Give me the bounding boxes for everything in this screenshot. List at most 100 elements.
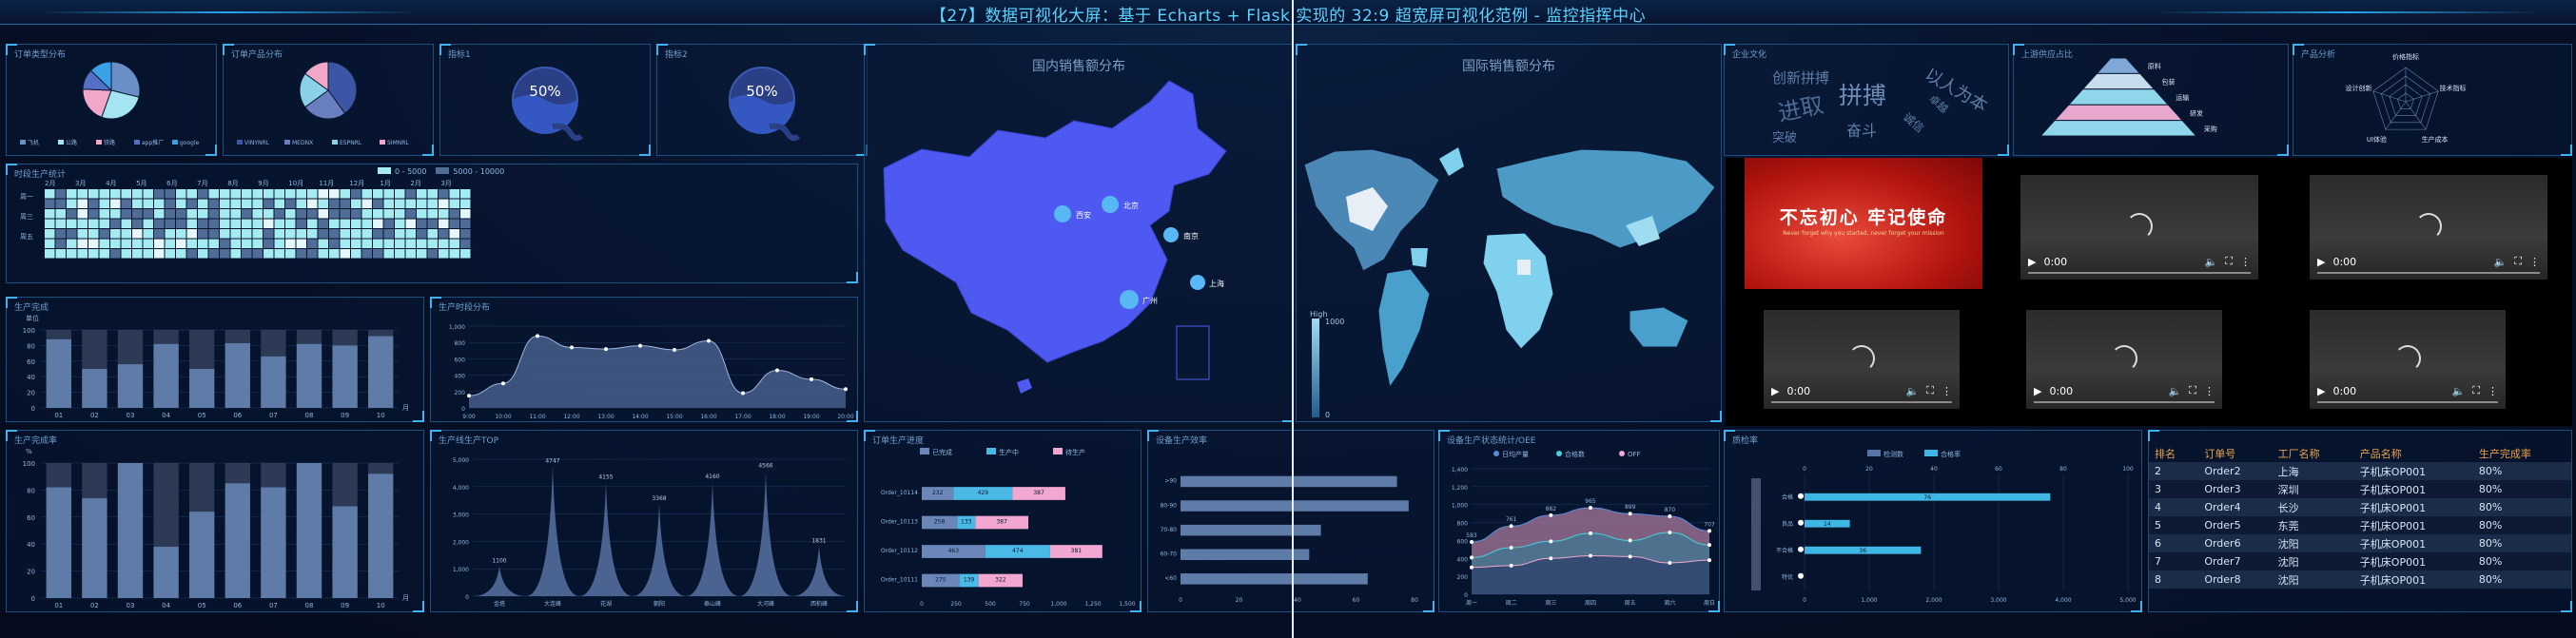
africa-highlight-shape[interactable] — [1517, 260, 1531, 275]
heatmap-cell[interactable] — [274, 199, 285, 209]
play-icon[interactable]: ▶ — [2317, 384, 2326, 397]
heatmap-cell[interactable] — [351, 239, 361, 249]
pie-slice[interactable] — [110, 61, 141, 98]
heatmap-cell[interactable] — [186, 199, 198, 209]
heatmap-cell[interactable] — [383, 199, 395, 209]
data-point[interactable] — [673, 347, 676, 352]
heatmap-cell[interactable] — [88, 239, 99, 249]
table-row[interactable]: 5 Order5 东莞 子机床OP001 80% — [2149, 516, 2571, 534]
world-map[interactable]: High 1000 0 — [1297, 45, 1723, 423]
heatmap-cell[interactable] — [121, 219, 132, 229]
heatmap-cell[interactable] — [154, 239, 165, 249]
heatmap-cell[interactable] — [110, 189, 121, 199]
stacked-bar-segment[interactable] — [975, 515, 1029, 530]
heatmap-cell[interactable] — [99, 239, 110, 249]
heatmap-cell[interactable] — [427, 249, 439, 259]
heatmap-cell[interactable] — [340, 239, 351, 249]
heatmap-cell[interactable] — [439, 189, 449, 199]
bar[interactable] — [1181, 500, 1409, 512]
video-progress-bar[interactable] — [2317, 272, 2540, 274]
bar[interactable] — [332, 506, 358, 598]
heatmap-cell[interactable] — [77, 219, 88, 229]
bar[interactable] — [1805, 519, 1850, 528]
heatmap-cell[interactable] — [383, 249, 395, 259]
heatmap-cell[interactable] — [383, 219, 395, 229]
pyramid-layer[interactable] — [2096, 57, 2141, 74]
heatmap-cell[interactable] — [110, 239, 121, 249]
video-player[interactable]: ▶ 0:00 🔈 ⛶ ⋮ — [1764, 310, 1960, 409]
bar[interactable] — [82, 369, 107, 408]
heatmap-cell[interactable] — [439, 209, 449, 219]
city-guangzhou[interactable]: 广州 — [1120, 290, 1158, 309]
heatmap-cell[interactable] — [274, 249, 285, 259]
heatmap-cell[interactable] — [373, 239, 383, 249]
heatmap-cell[interactable] — [132, 199, 143, 209]
heatmap-cell[interactable] — [99, 219, 110, 229]
heatmap-cell[interactable] — [55, 219, 67, 229]
heatmap-cell[interactable] — [405, 219, 417, 229]
heatmap-cell[interactable] — [220, 229, 230, 239]
video-banner[interactable]: 不忘初心 牢记使命 Never forget why you started, … — [1745, 158, 1982, 289]
heatmap-cell[interactable] — [208, 189, 220, 199]
heatmap-cell[interactable] — [351, 249, 361, 259]
heatmap-cell[interactable] — [373, 249, 383, 259]
heatmap-cell[interactable] — [198, 209, 208, 219]
heatmap-cell[interactable] — [208, 239, 220, 249]
heatmap-cell[interactable] — [242, 249, 252, 259]
heatmap-cell[interactable] — [285, 249, 296, 259]
heatmap-cell[interactable] — [154, 219, 165, 229]
heatmap-cell[interactable] — [307, 249, 318, 259]
pyramid-layer[interactable] — [2039, 120, 2197, 137]
bar[interactable] — [224, 342, 250, 408]
heatmap-cell[interactable] — [318, 209, 329, 219]
heatmap-cell[interactable] — [329, 209, 340, 219]
heatmap-cell[interactable] — [449, 229, 460, 239]
heatmap-cell[interactable] — [439, 199, 449, 209]
heatmap-cell[interactable] — [67, 239, 77, 249]
greenland-shape[interactable] — [1439, 147, 1464, 176]
heatmap-cell[interactable] — [220, 249, 230, 259]
heatmap-cell[interactable] — [405, 199, 417, 209]
heatmap-cell[interactable] — [132, 209, 143, 219]
heatmap-cell[interactable] — [186, 189, 198, 199]
heatmap-cell[interactable] — [285, 219, 296, 229]
heatmap-cell[interactable] — [208, 229, 220, 239]
video-player[interactable]: ▶ 0:00 🔈 ⛶ ⋮ — [2310, 310, 2506, 409]
data-point[interactable] — [536, 334, 539, 338]
heatmap-cell[interactable] — [176, 239, 186, 249]
peak-shape[interactable] — [526, 466, 579, 596]
heatmap-cell[interactable] — [405, 249, 417, 259]
heatmap-cell[interactable] — [417, 229, 427, 239]
heatmap-cell[interactable] — [176, 219, 186, 229]
heatmap-cell[interactable] — [274, 229, 285, 239]
peak-shape[interactable] — [473, 566, 526, 596]
heatmap-cell[interactable] — [55, 249, 67, 259]
heatmap-cell[interactable] — [263, 189, 274, 199]
heatmap-cell[interactable] — [186, 219, 198, 229]
pie-slice[interactable] — [304, 89, 346, 120]
city-xian[interactable]: 西安 — [1054, 205, 1091, 222]
stacked-bar-segment[interactable] — [978, 573, 1023, 588]
pie-slice[interactable] — [304, 61, 329, 91]
heatmap-cell[interactable] — [88, 249, 99, 259]
data-point[interactable] — [1708, 529, 1711, 533]
bar[interactable] — [189, 512, 215, 598]
heatmap-cell[interactable] — [198, 189, 208, 199]
pyramid-layer[interactable] — [2081, 72, 2156, 90]
bar[interactable] — [296, 463, 322, 598]
pie-slice[interactable] — [299, 72, 329, 108]
china-mainland-shape[interactable] — [883, 80, 1227, 363]
data-point[interactable] — [501, 381, 505, 386]
heatmap-cell[interactable] — [361, 209, 373, 219]
heatmap-cell[interactable] — [373, 229, 383, 239]
heatmap-cell[interactable] — [263, 229, 274, 239]
data-point[interactable] — [604, 347, 608, 352]
bar[interactable] — [1181, 549, 1310, 560]
heatmap-cell[interactable] — [110, 229, 121, 239]
stacked-bar-segment[interactable] — [1049, 545, 1103, 558]
pie-slice[interactable] — [89, 61, 112, 92]
heatmap-cell[interactable] — [395, 219, 405, 229]
heatmap-cell[interactable] — [121, 239, 132, 249]
stacked-bar-segment[interactable] — [922, 545, 986, 558]
heatmap-cell[interactable] — [329, 249, 340, 259]
